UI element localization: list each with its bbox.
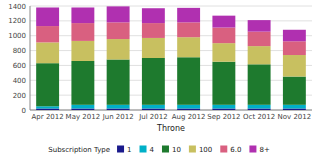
grid-line: [30, 6, 312, 7]
bar-segment: [36, 26, 59, 42]
bar-segment: [71, 7, 94, 23]
bar-segment: [177, 105, 200, 109]
y-tick-label: 600: [13, 62, 26, 70]
y-axis-line: [30, 6, 31, 110]
y-tick-label: 1400: [8, 3, 26, 11]
grid-line: [30, 110, 312, 111]
x-tick-label: May 2012: [66, 113, 101, 121]
x-tick-label: Jul 2012: [138, 113, 168, 121]
bar-segment: [36, 106, 59, 108]
legend-swatch: [189, 146, 196, 153]
bar-segment: [71, 109, 94, 110]
bar-segment: [212, 43, 235, 62]
legend-swatch: [249, 146, 256, 153]
bar-segment: [36, 109, 59, 110]
bar-segment: [107, 6, 130, 22]
bar-segment: [212, 62, 235, 105]
legend-label: 1: [127, 146, 131, 154]
y-tick-label: 200: [13, 92, 26, 100]
bar-segment: [142, 38, 165, 58]
bar-segment: [36, 42, 59, 63]
legend-swatch: [220, 146, 227, 153]
bar-segment: [36, 7, 59, 26]
legend-label: 6.0: [230, 146, 241, 154]
bar-segment: [283, 55, 306, 77]
bar-segment: [142, 8, 165, 23]
x-axis-line: [30, 110, 312, 111]
chart: 0 200 400 600 800 1000 1200 1400 Apr 2012May 201…: [0, 0, 318, 158]
bar-segment: [71, 41, 94, 61]
bar-segment: [107, 59, 130, 104]
bar-segment: [142, 58, 165, 105]
y-tick-label: 800: [13, 47, 26, 55]
x-axis-label: Throne: [156, 124, 185, 133]
x-tick-label: Sep 2012: [207, 113, 240, 121]
bar-segment: [107, 109, 130, 110]
bar-segment: [212, 16, 235, 28]
legend-label: 8+: [259, 146, 269, 154]
y-tick-label: 400: [13, 77, 26, 85]
bar-segment: [283, 77, 306, 105]
legend-swatch: [162, 146, 169, 153]
bar-segment: [283, 30, 306, 42]
bar-segment: [107, 105, 130, 109]
bar-segment: [142, 23, 165, 38]
bar-segment: [248, 46, 271, 64]
axes: 0 200 400 600 800 1000 1200 1400 Apr 2012May 201…: [8, 3, 312, 122]
bar-segment: [177, 57, 200, 105]
x-tick-label: Aug 2012: [172, 113, 206, 121]
bar-segment: [107, 22, 130, 39]
bar-segment: [248, 64, 271, 104]
bar-segment: [71, 23, 94, 41]
bar-segment: [283, 109, 306, 110]
bar-segment: [177, 109, 200, 110]
bar-segment: [71, 61, 94, 105]
y-tick-label: 1000: [8, 32, 26, 40]
bar-segment: [212, 109, 235, 110]
bar-segment: [142, 109, 165, 110]
bar-segment: [177, 8, 200, 22]
legend-title: Subscription Type: [48, 146, 110, 154]
bar-segment: [248, 109, 271, 110]
bar-segment: [177, 22, 200, 37]
x-tick-label: Nov 2012: [278, 113, 312, 121]
x-tick-label: Jun 2012: [102, 113, 134, 121]
x-tick-label: Apr 2012: [32, 113, 64, 121]
y-tick-label: 1200: [8, 17, 26, 25]
bar-segment: [107, 39, 130, 59]
bar-segment: [283, 105, 306, 109]
bar-segment: [36, 63, 59, 106]
legend-label: 100: [199, 146, 212, 154]
legend-label: 10: [172, 146, 181, 154]
bar-segment: [177, 37, 200, 57]
y-tick-label: 0: [22, 107, 26, 115]
bar-segment: [71, 105, 94, 109]
bar-segment: [248, 20, 271, 32]
bar-segment: [142, 105, 165, 109]
legend: Subscription Type 1 4 10 100 6.0 8+: [48, 146, 270, 155]
grid: [30, 6, 312, 110]
bar-segment: [283, 41, 306, 55]
bars: [36, 6, 306, 110]
bar-segment: [248, 32, 271, 46]
legend-label: 4: [150, 146, 155, 154]
bar-segment: [212, 105, 235, 109]
legend-swatch: [117, 146, 124, 153]
bar-segment: [212, 28, 235, 44]
legend-swatch: [140, 146, 147, 153]
bar-segment: [248, 105, 271, 109]
x-tick-label: Oct 2012: [243, 113, 275, 121]
